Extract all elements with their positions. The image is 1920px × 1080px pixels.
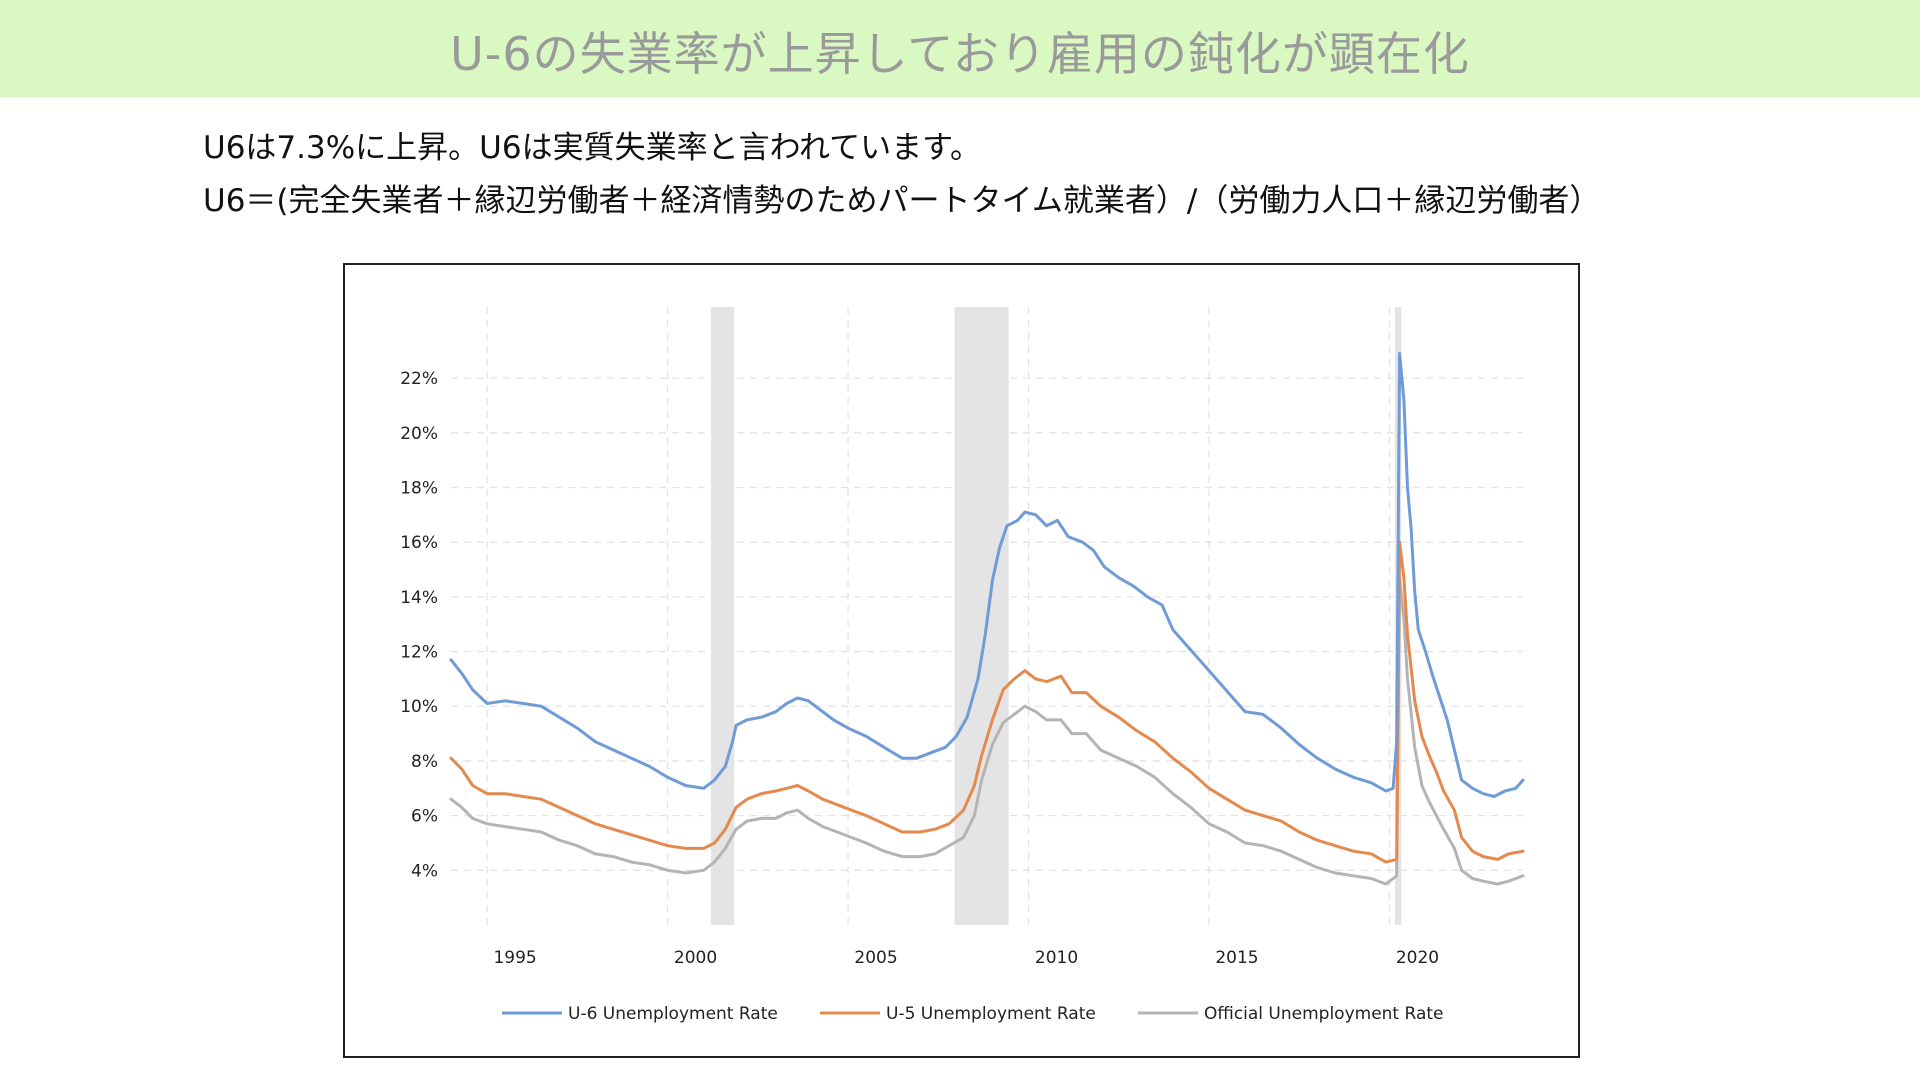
y-axis: 4% 6% 8% 10% 12% 14% 16% 18% 20% 22%	[400, 369, 438, 881]
legend-label: U-6 Unemployment Rate	[568, 1004, 778, 1024]
x-tick-label: 2015	[1215, 948, 1258, 968]
recession-band-1	[710, 307, 735, 925]
unemployment-chart: 4% 6% 8% 10% 12% 14% 16% 18% 20% 22% 1995 2000 2005…	[400, 307, 1525, 1024]
x-tick-label: 2020	[1396, 948, 1439, 968]
y-tick-label: 16%	[400, 533, 438, 553]
legend-label: U-5 Unemployment Rate	[886, 1004, 1096, 1024]
y-tick-label: 4%	[411, 861, 438, 881]
series-line-official-unemployment-rate	[449, 576, 1525, 886]
description-line-2: U6＝(完全失業者＋縁辺労働者＋経済情勢のためパートタイム就業者）/（労働力人口…	[203, 183, 1601, 219]
y-tick-label: 22%	[400, 369, 438, 389]
legend-label: Official Unemployment Rate	[1204, 1004, 1444, 1024]
page-title: U-6の失業率が上昇しており雇用の鈍化が顕在化	[450, 27, 1470, 81]
chart-legend: U-6 Unemployment Rate U-5 Unemployment Ra…	[502, 1004, 1444, 1024]
recession-bands	[710, 307, 1402, 925]
x-tick-label: 2005	[854, 948, 897, 968]
y-tick-label: 10%	[400, 697, 438, 717]
y-tick-label: 18%	[400, 478, 438, 498]
title-banner: U-6の失業率が上昇しており雇用の鈍化が顕在化	[0, 0, 1920, 97]
x-axis: 1995 2000 2005 2010 2015 2020	[493, 948, 1439, 968]
description-line-1: U6は7.3%に上昇。U6は実質失業率と言われています。	[203, 130, 982, 166]
series-lines	[449, 352, 1525, 886]
x-tick-label: 1995	[493, 948, 536, 968]
series-line-u-5-unemployment-rate	[449, 540, 1525, 864]
series-line-u-6-unemployment-rate	[449, 352, 1525, 798]
y-tick-label: 8%	[411, 752, 438, 772]
y-tick-label: 6%	[411, 807, 438, 827]
x-tick-label: 2000	[674, 948, 717, 968]
y-tick-label: 14%	[400, 588, 438, 608]
y-tick-label: 12%	[400, 643, 438, 663]
x-tick-label: 2010	[1035, 948, 1078, 968]
recession-band-2	[954, 307, 1009, 925]
y-tick-label: 20%	[400, 424, 438, 444]
chart-frame: 4% 6% 8% 10% 12% 14% 16% 18% 20% 22% 1995 2000 2005…	[343, 263, 1580, 1058]
